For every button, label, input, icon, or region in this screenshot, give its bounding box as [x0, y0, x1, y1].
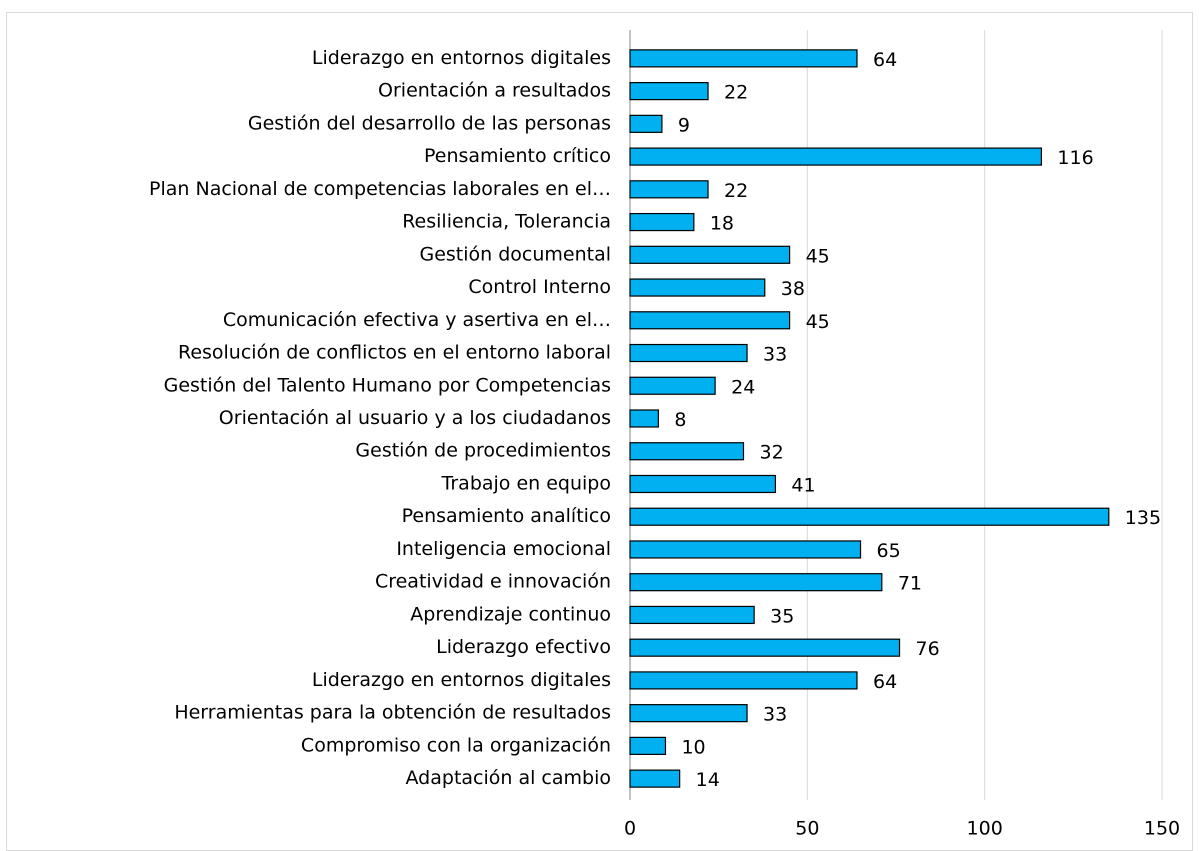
- y-tick-label: Gestión de procedimientos: [355, 440, 611, 462]
- data-label: 33: [763, 704, 787, 726]
- y-tick-label: Control Interno: [468, 276, 611, 298]
- data-label: 10: [681, 736, 705, 758]
- bar: [629, 376, 716, 395]
- y-tick-label: Aprendizaje continuo: [410, 603, 611, 625]
- data-label: 32: [759, 442, 783, 464]
- data-label: 76: [916, 638, 940, 660]
- y-tick-label: Gestión del Talento Humano por Competenc…: [164, 374, 611, 396]
- x-tick-label: 150: [1144, 818, 1180, 840]
- data-label: 33: [763, 344, 787, 366]
- bar: [629, 409, 659, 428]
- y-tick-label: Compromiso con la organización: [301, 734, 611, 756]
- data-label: 22: [724, 82, 748, 104]
- data-label: 64: [873, 671, 897, 693]
- chart-border: [6, 12, 1193, 851]
- y-tick-label: Liderazgo en entornos digitales: [312, 47, 611, 69]
- data-label: 41: [791, 474, 815, 496]
- bar: [629, 540, 862, 559]
- y-tick-label: Pensamiento analítico: [402, 505, 611, 527]
- data-label: 9: [678, 114, 690, 136]
- bar: [629, 507, 1110, 526]
- bar: [629, 245, 791, 264]
- y-tick-label: Inteligencia emocional: [396, 538, 611, 560]
- y-tick-label: Resiliencia, Tolerancia: [402, 211, 611, 233]
- data-label: 64: [873, 49, 897, 71]
- bar: [629, 212, 695, 232]
- y-tick-label: Adaptación al cambio: [406, 767, 611, 789]
- y-tick-label: Creatividad e innovación: [375, 571, 611, 593]
- bar: [629, 49, 858, 68]
- bar: [629, 114, 663, 133]
- bar: [629, 82, 709, 101]
- bar: [629, 442, 745, 461]
- y-tick-label: Plan Nacional de competencias laborales …: [149, 178, 611, 200]
- bar: [629, 573, 883, 592]
- bar: [629, 769, 681, 788]
- x-tick-label: 0: [624, 818, 636, 840]
- data-label: 22: [724, 180, 748, 202]
- bar: [629, 605, 755, 625]
- y-tick-label: Comunicación efectiva y asertiva en el…: [223, 309, 611, 331]
- data-label: 35: [770, 605, 794, 627]
- data-label: 14: [696, 769, 720, 791]
- bar: [629, 474, 777, 494]
- y-tick-label: Resolución de conflictos en el entorno l…: [178, 342, 611, 364]
- y-tick-label: Orientación a resultados: [378, 80, 611, 102]
- y-tick-label: Trabajo en equipo: [441, 472, 611, 494]
- data-label: 45: [806, 245, 830, 267]
- data-label: 8: [674, 409, 686, 431]
- data-label: 45: [806, 311, 830, 333]
- bar: [629, 638, 901, 657]
- x-tick-label: 100: [967, 818, 1003, 840]
- y-tick-label: Orientación al usuario y a los ciudadano…: [219, 407, 611, 429]
- bar: [629, 736, 667, 755]
- y-tick-label: Gestión documental: [419, 243, 611, 265]
- bar: [629, 180, 709, 199]
- bar: [629, 278, 766, 297]
- data-label: 71: [898, 573, 922, 595]
- bar: [629, 311, 791, 330]
- data-label: 18: [710, 213, 734, 235]
- y-tick-label: Gestión del desarrollo de las personas: [248, 112, 611, 134]
- data-label: 24: [731, 376, 755, 398]
- data-label: 116: [1057, 147, 1093, 169]
- y-tick-label: Herramientas para la obtención de result…: [174, 702, 611, 724]
- y-tick-label: Liderazgo efectivo: [436, 636, 611, 658]
- x-tick-label: 50: [795, 818, 819, 840]
- bar: [629, 704, 748, 723]
- data-label: 38: [781, 278, 805, 300]
- bar: [629, 147, 1043, 166]
- bar: [629, 671, 858, 690]
- bar: [629, 343, 748, 363]
- y-tick-label: Pensamiento crítico: [424, 145, 611, 167]
- data-label: 65: [877, 540, 901, 562]
- y-tick-label: Liderazgo en entornos digitales: [312, 669, 611, 691]
- data-label: 135: [1125, 507, 1161, 529]
